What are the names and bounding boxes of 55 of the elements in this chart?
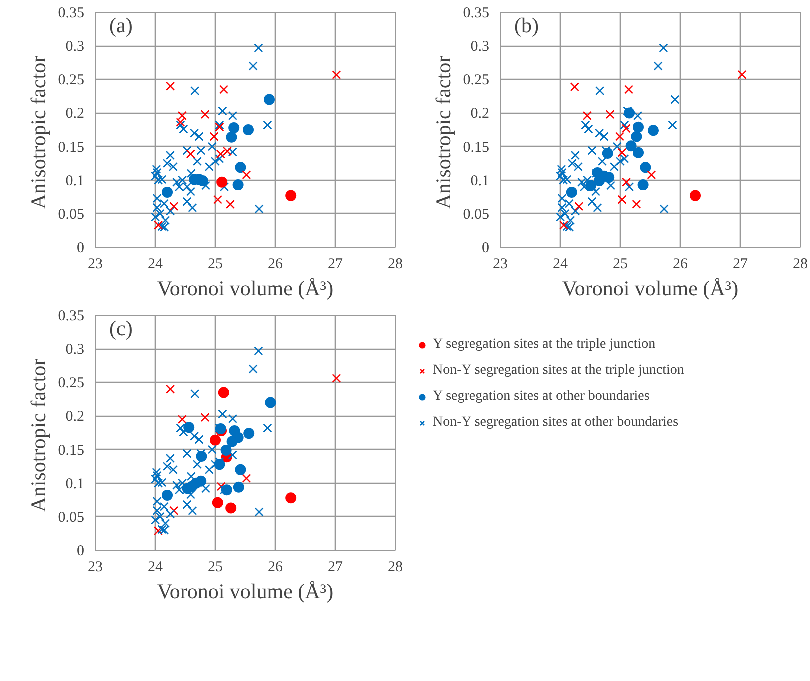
y-tick-label: 0.35 xyxy=(58,308,84,324)
x-axis-title: Voronoi volume (Å³) xyxy=(562,276,739,300)
y-tick-label: 0.3 xyxy=(66,342,84,358)
x-tick-label: 25 xyxy=(208,256,223,272)
x-tick-label: 26 xyxy=(673,256,688,272)
x-axis-title: Voronoi volume (Å³) xyxy=(157,276,334,300)
y-tick-label: 0.35 xyxy=(463,6,490,22)
legend-label: Non-Y segregation sites at the triple junction xyxy=(433,363,684,379)
y-tick-label: 0.2 xyxy=(66,106,84,122)
x-tick-label: 24 xyxy=(148,256,164,272)
y-axis-title: Anisotropic factor xyxy=(26,358,50,512)
y-tick-label: 0.25 xyxy=(58,72,84,89)
chart-title: (b) xyxy=(514,14,539,38)
x-tick-label: 27 xyxy=(733,256,748,272)
legend-label: Non-Y segregation sites at other boundaries xyxy=(433,415,679,431)
x-tick-label: 28 xyxy=(388,560,403,576)
y-tick-label: 0.05 xyxy=(58,510,84,526)
y-axis-title: Anisotropic factor xyxy=(26,56,50,210)
y-tick-label: 0.3 xyxy=(470,39,490,56)
y-tick-label: 0 xyxy=(77,544,84,560)
chart-title: (c) xyxy=(110,316,133,340)
x-axis-title: Voronoi volume (Å³) xyxy=(157,580,334,604)
x-tick-label: 23 xyxy=(88,560,103,576)
chart-title: (a) xyxy=(110,14,133,38)
y-tick-label: 0.3 xyxy=(66,39,84,56)
y-tick-label: 0.25 xyxy=(58,376,84,392)
y-tick-label: 0.25 xyxy=(463,72,490,89)
y-tick-label: 0.1 xyxy=(470,173,490,190)
y-tick-label: 0.05 xyxy=(58,206,84,223)
x-tick-label: 27 xyxy=(328,560,344,576)
y-tick-label: 0.1 xyxy=(66,476,84,492)
legend-label: Y segregation sites at other boundaries xyxy=(433,389,650,405)
y-axis-title: Anisotropic factor xyxy=(431,56,456,210)
x-tick-label: 25 xyxy=(613,256,628,272)
y-tick-label: 0.15 xyxy=(58,442,84,459)
y-tick-label: 0.15 xyxy=(58,140,84,156)
x-tick-label: 26 xyxy=(268,560,284,576)
y-tick-label: 0.35 xyxy=(58,6,84,22)
x-tick-label: 26 xyxy=(268,256,284,272)
y-tick-label: 0 xyxy=(482,240,490,256)
x-tick-label: 27 xyxy=(328,256,344,272)
y-tick-label: 0.15 xyxy=(463,140,490,156)
x-tick-label: 24 xyxy=(148,560,164,576)
x-tick-label: 23 xyxy=(493,256,508,272)
x-tick-label: 28 xyxy=(388,256,403,272)
x-tick-label: 28 xyxy=(793,256,808,272)
y-tick-label: 0.05 xyxy=(463,206,490,223)
y-tick-label: 0.1 xyxy=(66,173,84,190)
x-tick-label: 25 xyxy=(208,560,223,576)
x-tick-label: 24 xyxy=(553,256,568,272)
y-tick-label: 0 xyxy=(77,240,84,256)
y-tick-label: 0.2 xyxy=(66,409,84,426)
x-tick-label: 23 xyxy=(88,256,103,272)
y-tick-label: 0.2 xyxy=(470,106,490,122)
legend-label: Y segregation sites at the triple junction xyxy=(433,337,656,353)
